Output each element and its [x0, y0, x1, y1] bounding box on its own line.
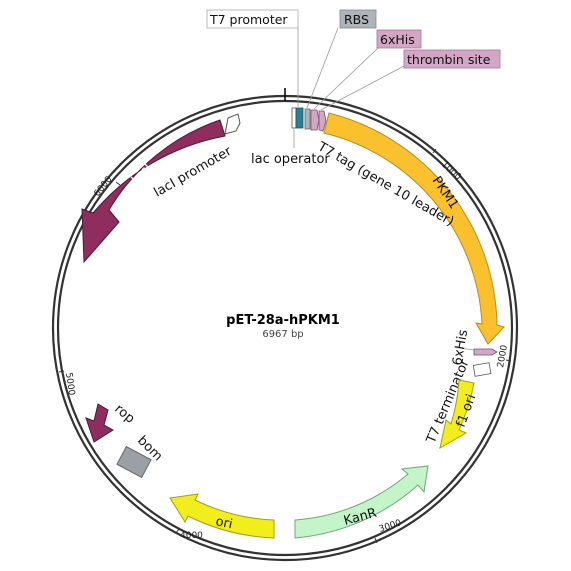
callout-lines	[293, 27, 405, 148]
f1-ori-feature[interactable]	[439, 379, 475, 449]
laci-label: lacI	[129, 161, 155, 188]
callout-rbs[interactable]: RBS	[339, 9, 377, 29]
pkm1-feature[interactable]	[323, 112, 505, 345]
callout-t7-promoter[interactable]: T7 promoter	[206, 9, 299, 29]
rbs-feature[interactable]	[304, 108, 311, 130]
callout-6xhis[interactable]: 6xHis	[376, 29, 422, 49]
callout-thrombin-site-label: thrombin site	[407, 52, 491, 67]
rop-feature[interactable]	[85, 403, 114, 443]
his-tag-right-leader	[459, 347, 475, 351]
kanr-feature[interactable]	[294, 465, 429, 539]
his-feature[interactable]	[310, 109, 320, 131]
rop-label: rop	[111, 402, 137, 427]
his-tag-right-feature[interactable]	[473, 348, 498, 356]
lac-operator-feature[interactable]	[291, 107, 297, 129]
t7-terminator-feature[interactable]	[472, 362, 492, 377]
callout-6xhis-label: 6xHis	[380, 32, 415, 47]
his-tag-right-label: 6xHis	[450, 328, 471, 366]
callout-t7-promoter-label: T7 promoter	[209, 12, 288, 27]
bom-feature[interactable]	[116, 445, 152, 479]
plasmid-name: pET-28a-hPKM1	[226, 313, 340, 328]
callout-thrombin-site[interactable]: thrombin site	[403, 49, 501, 69]
t7-promoter-feature[interactable]	[295, 107, 304, 129]
tick-label-2000: 2000	[496, 344, 510, 369]
ori-label: ori	[214, 514, 234, 532]
tick-label-3000: 3000	[378, 518, 403, 535]
plasmid-length: 6967 bp	[262, 329, 303, 340]
tick-label-4000: 4000	[180, 531, 203, 541]
tick-label-5000: 5000	[63, 372, 76, 396]
thrombin-feature[interactable]	[318, 110, 327, 132]
ori-arrow-shape[interactable]	[169, 493, 275, 539]
callout-rbs-label: RBS	[344, 12, 369, 27]
laci-feature[interactable]	[81, 119, 226, 264]
tick-marks	[58, 148, 512, 544]
lac-operator-label: lac operator	[251, 152, 330, 167]
laci-promoter-feature[interactable]	[224, 113, 241, 135]
promoter-region	[291, 107, 327, 132]
